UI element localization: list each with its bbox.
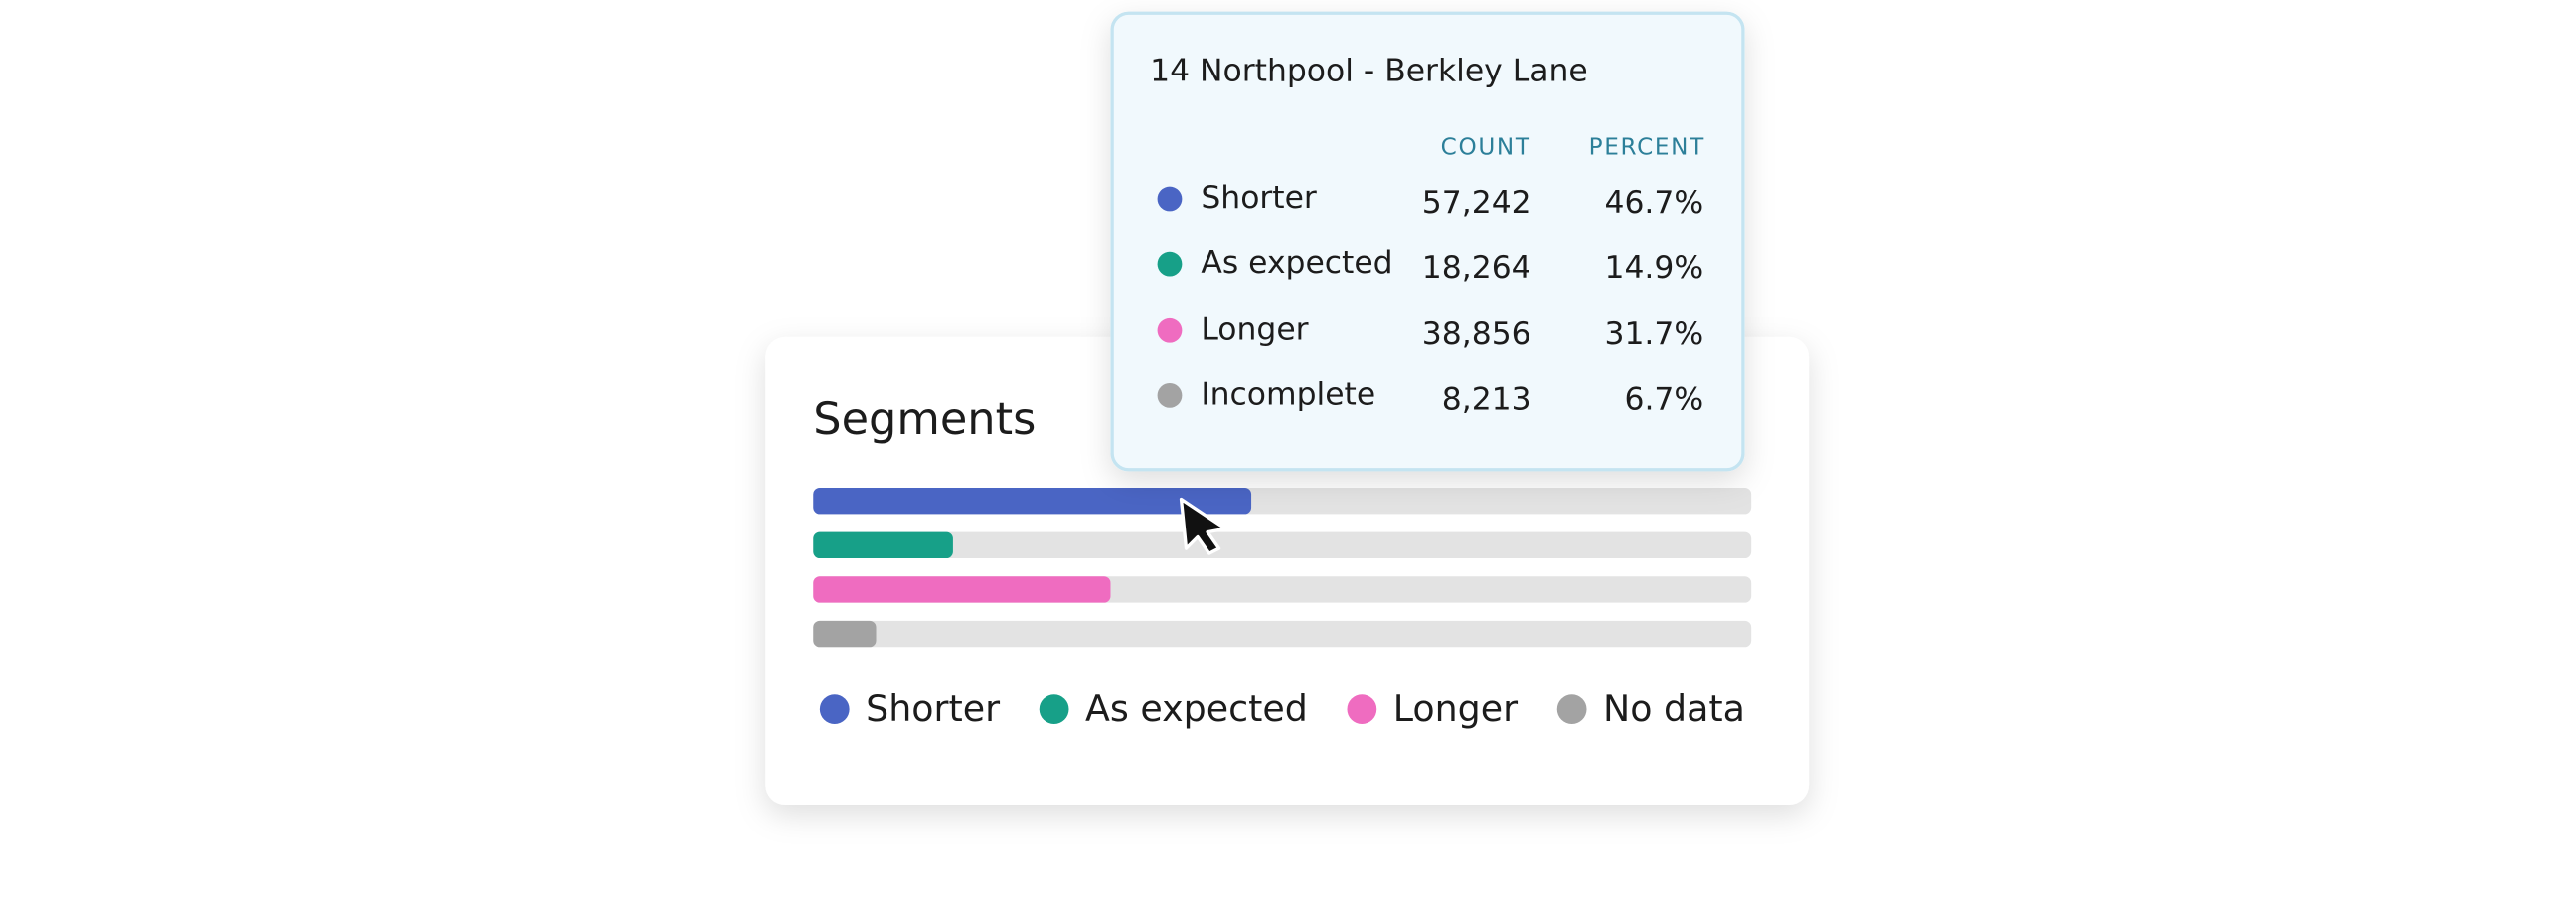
column-header: PERCENT [1589,134,1705,160]
legend-label: Longer [1393,687,1518,730]
row-count: 38,856 [1422,316,1531,352]
legend-dot [1157,251,1183,277]
row-count: 18,264 [1422,250,1531,286]
column-header: COUNT [1441,134,1531,160]
row-label: Longer [1201,311,1308,347]
legend-dot [1157,317,1183,343]
bar [813,487,1252,515]
bar-track [813,531,1752,559]
row-count: 57,242 [1422,185,1531,221]
row-label: Shorter [1201,180,1317,216]
row-label: As expected [1201,245,1392,281]
legend-dot [1556,694,1587,725]
legend-dot [1157,186,1183,212]
legend-dot [819,694,850,725]
bar [813,531,953,559]
legend-dot [1039,694,1069,725]
legend-label: No data [1603,687,1745,730]
legend-dot [1347,694,1377,725]
legend-label: Shorter [866,687,1000,730]
row-percent: 46.7% [1604,185,1703,221]
row-label: Incomplete [1201,377,1375,412]
tooltip-title: 14 Northpool - Berkley Lane [1150,54,1588,89]
legend-dot [1157,382,1183,408]
row-count: 8,213 [1442,381,1531,417]
row-percent: 14.9% [1604,250,1703,286]
row-percent: 6.7% [1624,381,1703,417]
legend-label: As expected [1085,687,1308,730]
bar [813,620,877,648]
bar [813,576,1111,603]
row-percent: 31.7% [1604,316,1703,352]
mouse-cursor [1179,497,1227,555]
bar-track [813,620,1752,648]
card-title: Segments [813,393,1036,445]
tooltip [1110,11,1745,472]
